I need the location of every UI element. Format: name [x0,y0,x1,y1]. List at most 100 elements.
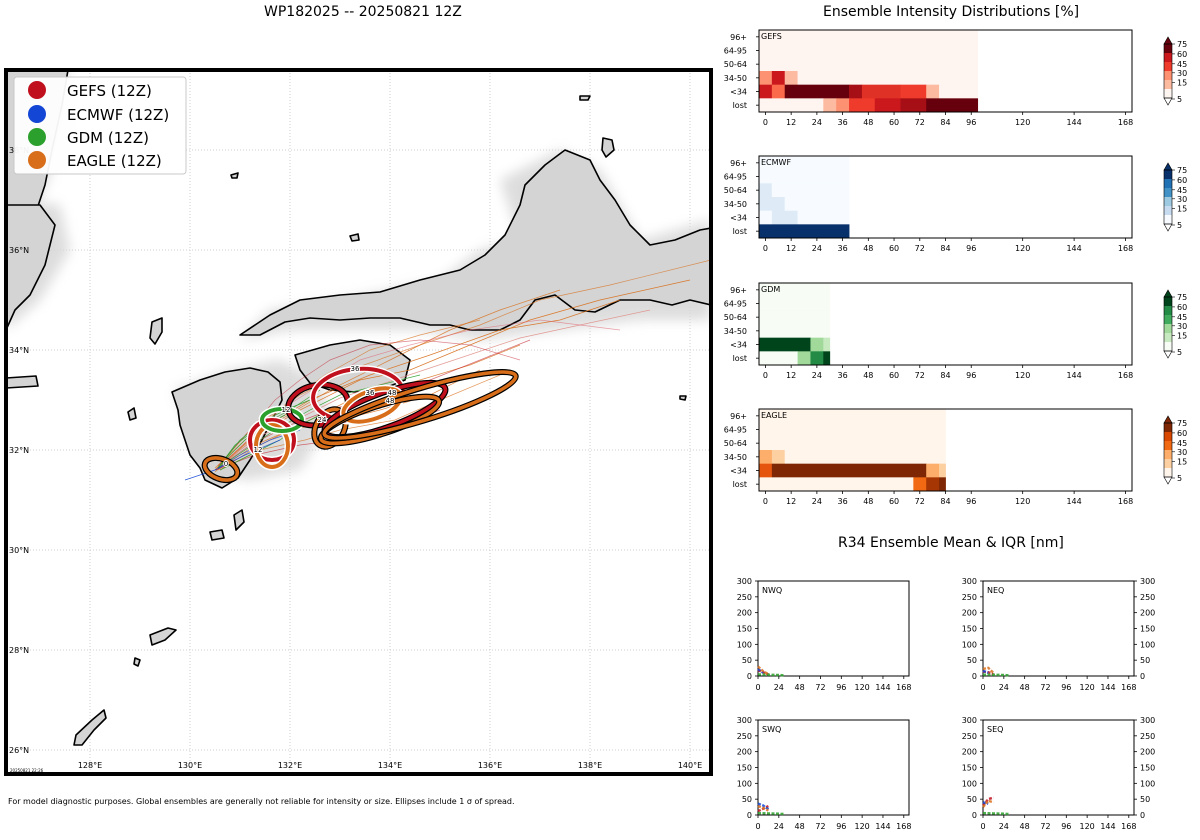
legend-label-gefs: GEFS (12Z) [67,82,152,100]
x-tick-label: 84 [940,497,950,506]
x-tick-label: 120 [1015,371,1030,380]
x-tick-label: 24 [999,683,1009,692]
x-tick-label: 36 [838,244,848,253]
x-tick-label: 96 [966,118,976,127]
colorbar-tick-label: 60 [1177,50,1187,59]
colorbar-tick-label: 45 [1177,60,1187,69]
land-islet [127,407,137,421]
x-tick-label: 168 [1121,683,1136,692]
x-tick-label: 120 [854,683,869,692]
heatmap-cell [759,296,831,311]
ellipse-label: 12 [254,446,263,454]
heatmap-cell [836,98,850,113]
colorbar-tick-label: 5 [1177,95,1182,104]
y-tick-label: 50 [742,795,752,804]
y-tick-label-right: 200 [1140,748,1155,757]
y-tick-label: 300 [737,577,752,586]
y-tick-label: 250 [962,732,977,741]
x-tick-label: 168 [1118,497,1133,506]
ellipse-label: 0 [224,460,228,468]
land-islet [679,395,687,401]
y-tick-label: 200 [962,748,977,757]
ellipse-label: 48 [386,397,395,405]
x-tick-label: 48 [795,822,805,831]
lon-label: 128°E [78,761,102,770]
y-tick-label-right: 250 [1140,732,1155,741]
eagle-ellipse-60 [321,369,519,441]
heatmap-cell [759,450,773,465]
gefs-ellipse-12 [246,416,298,464]
lat-label: 30°N [9,546,29,555]
x-tick-label: 72 [915,371,925,380]
colorbar-frame [1163,296,1173,352]
heatmap-cell [759,197,786,212]
x-tick-label: 144 [875,683,890,692]
x-tick-label: 120 [1015,118,1030,127]
y-tick-label: 64-95 [724,300,747,309]
colorbar-swatch [1164,459,1172,469]
x-tick-label: 0 [763,497,768,506]
heatmap-model-label: ECMWF [761,158,791,167]
heatmap-model-label: EAGLE [761,411,787,420]
heatmap-cell [849,98,876,113]
heatmap-cell [759,422,946,437]
heatmap-cell [810,351,824,366]
y-tick-label-right: 100 [1140,779,1155,788]
heatmap-cell [759,324,831,339]
x-tick-label: 0 [755,683,760,692]
colorbar-tick-label: 5 [1177,474,1182,483]
colorbar-tick-label: 15 [1177,79,1187,88]
x-tick-label: 84 [940,371,950,380]
y-tick-label: <34 [730,88,747,97]
heatmap-eagle: EAGLE 96+ 64-95 50-64 34-50 <34 lost 0 12 24 36 48 6… [724,408,1187,506]
x-tick-label: 12 [786,497,796,506]
colorbar-swatch [1164,179,1172,189]
colorbar-extend-top [1163,289,1173,298]
colorbar-tick-label: 45 [1177,313,1187,322]
y-tick-label: 300 [962,577,977,586]
colorbar-frame [1163,422,1173,478]
colorbar-swatch [1164,188,1172,198]
map-legend: GEFS (12Z) ECMWF (12Z) GDM (12Z) EAGLE (… [13,76,187,175]
colorbar-swatch [1164,215,1172,225]
colorbar-tick-label: 45 [1177,439,1187,448]
colorbar-extend-bottom [1163,223,1173,232]
heatmap-cell [759,210,773,225]
colorbar-tick-label: 5 [1177,221,1182,230]
x-tick-label: 96 [966,371,976,380]
ellipse-label: 24 [318,416,327,424]
ellipse-label: 48 [388,389,397,397]
lat-label: 28°N [9,646,29,655]
legend-label-gdm: GDM (12Z) [67,129,149,147]
colorbar-tick-label: 5 [1177,348,1182,357]
intensity-title: Ensemble Intensity Distributions [%] [823,4,1080,20]
x-tick-label: 60 [889,244,899,253]
x-tick-label: 72 [915,244,925,253]
heatmap-cell [823,98,837,113]
x-tick-label: 120 [1015,497,1030,506]
y-tick-label-right: 300 [1140,577,1155,586]
colorbar-swatch [1164,197,1172,207]
x-tick-label: 96 [966,497,976,506]
ellipses [201,365,519,484]
land-tsushima [149,317,163,345]
colorbar-swatch [1164,206,1172,216]
map-frame [4,68,713,776]
x-tick-label: 60 [889,371,899,380]
colorbar-tick-label: 30 [1177,195,1187,204]
y-tick-label: 100 [962,640,977,649]
colorbar-swatch [1164,62,1172,72]
heatmap-cell [759,463,773,478]
x-tick-label: 144 [1100,822,1115,831]
colorbar-extend-top [1163,36,1173,45]
y-tick-label-right: 200 [1140,609,1155,618]
colorbar-tick-label: 60 [1177,429,1187,438]
land-islet [230,172,239,179]
y-tick-label: 100 [962,779,977,788]
y-tick-label: 96+ [730,159,747,168]
colorbar-extend-bottom [1163,476,1173,485]
x-tick-label: 36 [838,118,848,127]
x-tick-label: 84 [940,244,950,253]
